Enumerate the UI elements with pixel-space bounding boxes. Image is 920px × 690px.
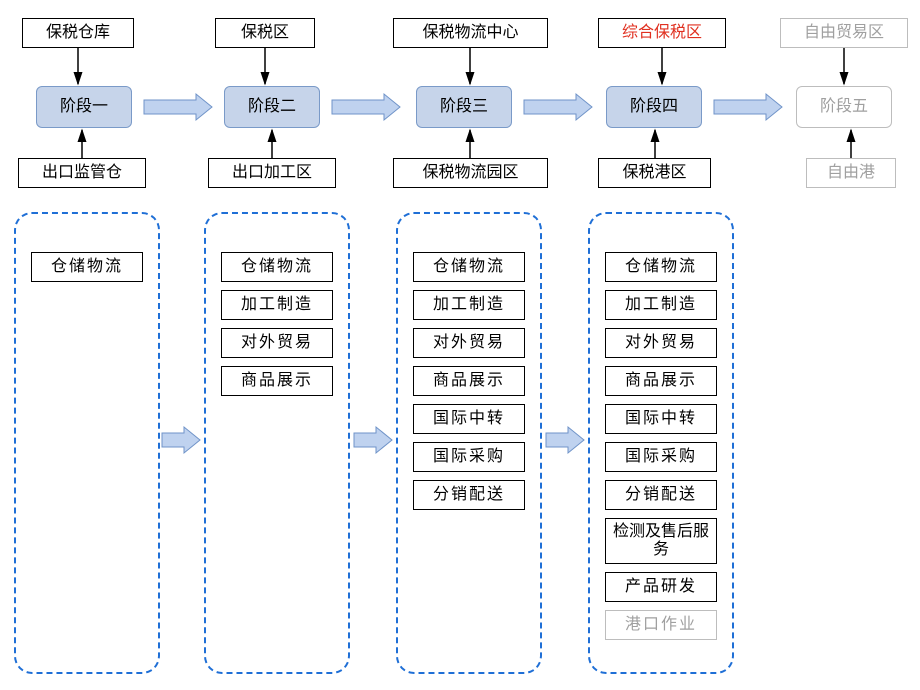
bottom-label-2: 出口加工区 bbox=[208, 158, 336, 188]
panel-3-item-7: 分销配送 bbox=[413, 480, 525, 510]
bottom-label-1: 出口监管仓 bbox=[18, 158, 146, 188]
stage-box-4: 阶段四 bbox=[606, 86, 702, 128]
panel-2-item-3: 对外贸易 bbox=[221, 328, 333, 358]
panel-2-item-2: 加工制造 bbox=[221, 290, 333, 320]
bottom-label-5: 自由港 bbox=[806, 158, 896, 188]
panel-2-item-1: 仓储物流 bbox=[221, 252, 333, 282]
bottom-label-3: 保税物流园区 bbox=[393, 158, 548, 188]
panel-3-item-3: 对外贸易 bbox=[413, 328, 525, 358]
top-label-4: 综合保税区 bbox=[598, 18, 726, 48]
panel-3-item-2: 加工制造 bbox=[413, 290, 525, 320]
panel-4-item-7: 分销配送 bbox=[605, 480, 717, 510]
top-label-1: 保税仓库 bbox=[22, 18, 134, 48]
bottom-label-4: 保税港区 bbox=[598, 158, 711, 188]
panel-4-item-4: 商品展示 bbox=[605, 366, 717, 396]
panel-4-item-2: 加工制造 bbox=[605, 290, 717, 320]
panel-2-item-4: 商品展示 bbox=[221, 366, 333, 396]
stage-box-3: 阶段三 bbox=[416, 86, 512, 128]
stage-box-1: 阶段一 bbox=[36, 86, 132, 128]
panel-3-item-5: 国际中转 bbox=[413, 404, 525, 434]
panel-4-item-8: 检测及售后服务 bbox=[605, 518, 717, 564]
panel-4-item-3: 对外贸易 bbox=[605, 328, 717, 358]
top-label-3: 保税物流中心 bbox=[393, 18, 548, 48]
top-label-5: 自由贸易区 bbox=[780, 18, 908, 48]
panel-3-item-1: 仓储物流 bbox=[413, 252, 525, 282]
panel-4-item-9: 产品研发 bbox=[605, 572, 717, 602]
panel-4-item-5: 国际中转 bbox=[605, 404, 717, 434]
panel-1-item-1: 仓储物流 bbox=[31, 252, 143, 282]
stage-box-5: 阶段五 bbox=[796, 86, 892, 128]
panel-4-item-10: 港口作业 bbox=[605, 610, 717, 640]
panel-4-item-6: 国际采购 bbox=[605, 442, 717, 472]
stage-box-2: 阶段二 bbox=[224, 86, 320, 128]
panel-3-item-6: 国际采购 bbox=[413, 442, 525, 472]
top-label-2: 保税区 bbox=[215, 18, 315, 48]
panel-3-item-4: 商品展示 bbox=[413, 366, 525, 396]
panel-4-item-1: 仓储物流 bbox=[605, 252, 717, 282]
